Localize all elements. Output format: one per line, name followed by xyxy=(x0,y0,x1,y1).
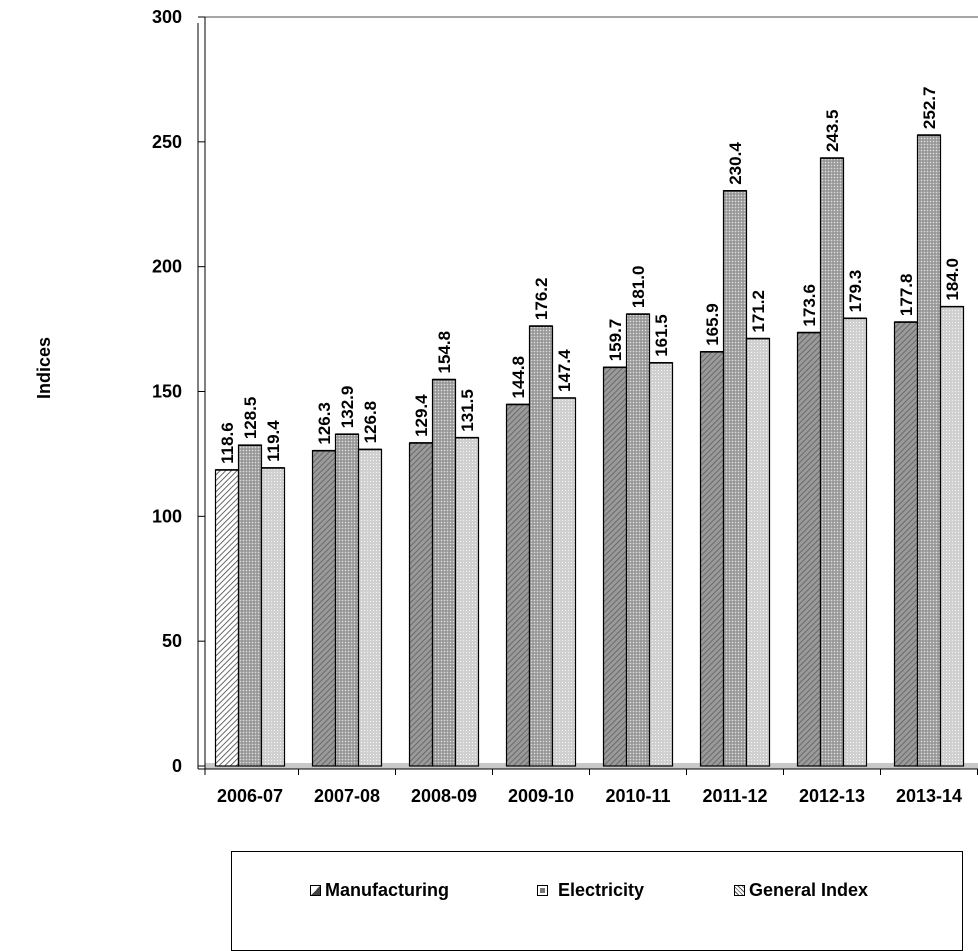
general-index-swatch-icon xyxy=(734,885,745,896)
x-tick-label: 2009-10 xyxy=(508,786,574,806)
y-tick-label: 250 xyxy=(152,132,182,152)
legend-label: Electricity xyxy=(558,880,645,900)
bar-electricity xyxy=(722,190,748,767)
data-label: 128.5 xyxy=(241,397,260,440)
bar-general-index xyxy=(939,306,965,767)
bar-electricity xyxy=(819,157,845,767)
plot-floor xyxy=(205,763,978,769)
data-label: 243.5 xyxy=(823,110,842,153)
data-label: 119.4 xyxy=(264,420,283,462)
manufacturing-swatch-icon xyxy=(310,885,321,896)
x-tick-label: 2008-09 xyxy=(411,786,477,806)
bar-electricity xyxy=(334,433,360,767)
data-label: 165.9 xyxy=(703,303,722,346)
y-tick-label: 0 xyxy=(172,756,182,776)
data-label: 147.4 xyxy=(555,349,574,392)
data-label: 171.2 xyxy=(749,290,768,333)
y-tick-label: 150 xyxy=(152,382,182,402)
bar-electricity xyxy=(916,134,942,767)
data-label: 230.4 xyxy=(726,142,745,185)
bar-electricity xyxy=(431,378,457,767)
data-label: 154.8 xyxy=(435,331,454,374)
bar-manufacturing xyxy=(893,321,919,767)
legend-item-electricity: Electricity xyxy=(537,880,644,901)
bar-general-index xyxy=(357,448,383,767)
data-label: 159.7 xyxy=(606,319,625,362)
bar-manufacturing xyxy=(505,403,531,767)
bar-general-index xyxy=(745,337,771,767)
y-tick-label: 300 xyxy=(152,7,182,27)
x-tick-label: 2012-13 xyxy=(799,786,865,806)
data-label: 144.8 xyxy=(509,356,528,399)
y-tick-label: 200 xyxy=(152,257,182,277)
y-axis-ticks: 0 50 100 150 200 250 300 xyxy=(152,7,205,776)
y-tick-label: 50 xyxy=(162,631,182,651)
bar-general-index xyxy=(648,362,674,767)
x-tick-label: 2007-08 xyxy=(314,786,380,806)
data-label: 161.5 xyxy=(652,314,671,357)
data-label: 173.6 xyxy=(800,284,819,327)
legend-item-manufacturing: Manufacturing xyxy=(310,880,449,901)
legend-item-general-index: General Index xyxy=(734,880,868,901)
bar-electricity xyxy=(625,313,651,767)
data-label: 131.5 xyxy=(458,389,477,432)
data-label: 118.6 xyxy=(218,422,237,464)
data-label: 177.8 xyxy=(897,274,916,317)
bar-manufacturing xyxy=(214,469,240,767)
x-tick-label: 2011-12 xyxy=(702,786,767,806)
x-tick-label: 2013-14 xyxy=(896,786,962,806)
data-label: 129.4 xyxy=(412,394,431,437)
electricity-swatch-icon xyxy=(537,885,548,896)
x-tick-label: 2006-07 xyxy=(217,786,283,806)
x-axis-ticks: 2006-07 2007-08 2008-09 2009-10 2010-11 2011-… xyxy=(204,769,978,806)
bar-general-index xyxy=(260,467,286,767)
bar-chart: Indices 0 50 100 150 200 250 300 2006-07 2007-0… xyxy=(34,7,978,806)
bars xyxy=(214,134,965,767)
bar-manufacturing xyxy=(699,351,725,767)
data-label: 179.3 xyxy=(846,270,865,313)
legend-label: General Index xyxy=(749,880,869,900)
legend: Manufacturing Electricity General Index xyxy=(231,851,963,951)
bar-manufacturing xyxy=(311,450,337,767)
bar-manufacturing xyxy=(796,331,822,767)
y-tick-label: 100 xyxy=(152,506,182,526)
data-label: 126.3 xyxy=(315,402,334,445)
bar-manufacturing xyxy=(408,442,434,767)
data-label: 252.7 xyxy=(920,87,939,130)
bar-general-index xyxy=(454,437,480,767)
bar-electricity xyxy=(237,444,263,767)
data-label: 181.0 xyxy=(629,266,648,309)
data-label: 184.0 xyxy=(943,258,962,301)
bar-manufacturing xyxy=(602,366,628,767)
bar-electricity xyxy=(528,325,554,767)
bar-general-index xyxy=(551,397,577,767)
data-label: 176.2 xyxy=(532,278,551,321)
y-axis-title: Indices xyxy=(34,337,54,399)
data-label: 126.8 xyxy=(361,401,380,444)
data-label: 132.9 xyxy=(338,386,357,429)
legend-label: Manufacturing xyxy=(325,880,449,900)
bar-general-index xyxy=(842,317,868,767)
x-tick-label: 2010-11 xyxy=(605,786,670,806)
